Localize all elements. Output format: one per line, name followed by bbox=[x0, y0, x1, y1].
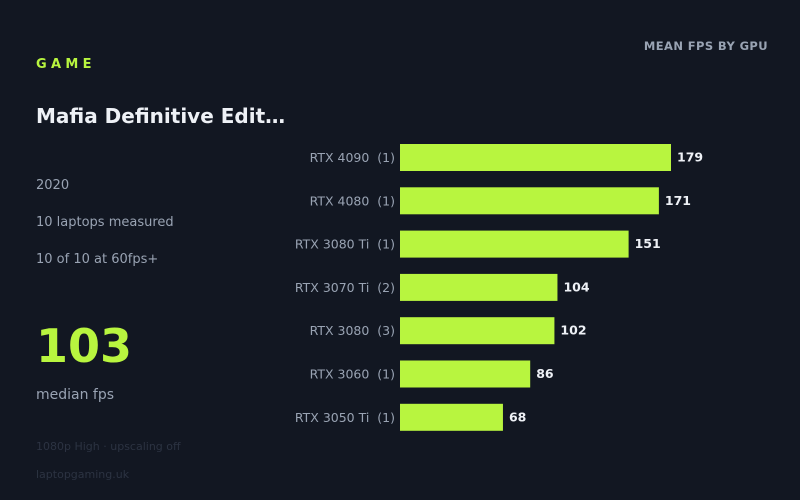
fps-bar bbox=[400, 273, 558, 301]
laptops-measured: 10 laptops measured bbox=[36, 215, 174, 230]
release-year: 2020 bbox=[36, 178, 70, 193]
source-site: laptopgaming.uk bbox=[36, 468, 130, 481]
fps-value-label: 86 bbox=[536, 366, 554, 381]
fps-value-label: 102 bbox=[560, 323, 586, 338]
gpu-label: RTX 3080 (3) bbox=[310, 323, 395, 338]
fps-value-label: 68 bbox=[509, 409, 526, 424]
gpu-label: RTX 3070 Ti (2) bbox=[295, 280, 395, 295]
gpu-label: RTX 4090 (1) bbox=[310, 150, 395, 165]
sixty-fps-count: 10 of 10 at 60fps+ bbox=[36, 252, 159, 267]
fps-value-label: 151 bbox=[635, 236, 661, 251]
gpu-label: RTX 4080 (1) bbox=[310, 193, 395, 208]
median-fps-label: median fps bbox=[36, 387, 115, 403]
fps-bar bbox=[400, 360, 531, 388]
fps-value-label: 179 bbox=[677, 150, 703, 165]
fps-bar bbox=[400, 403, 503, 431]
fps-bar bbox=[400, 144, 671, 171]
chart-heading: MEAN FPS BY GPU bbox=[643, 39, 768, 53]
fps-bar bbox=[400, 317, 555, 345]
game-title: Mafia Definitive Edit… bbox=[36, 104, 286, 128]
test-settings: 1080p High · upscaling off bbox=[36, 440, 181, 453]
gpu-label: RTX 3050 Ti (1) bbox=[295, 410, 395, 425]
gpu-label: RTX 3060 (1) bbox=[310, 367, 395, 382]
fps-value-label: 104 bbox=[563, 279, 589, 294]
fps-bar bbox=[400, 187, 659, 215]
section-eyebrow: GAME bbox=[36, 57, 96, 72]
median-fps-value: 103 bbox=[36, 319, 133, 373]
gpu-label: RTX 3080 Ti (1) bbox=[295, 237, 395, 252]
fps-value-label: 171 bbox=[665, 193, 691, 208]
fps-bar bbox=[400, 230, 629, 258]
